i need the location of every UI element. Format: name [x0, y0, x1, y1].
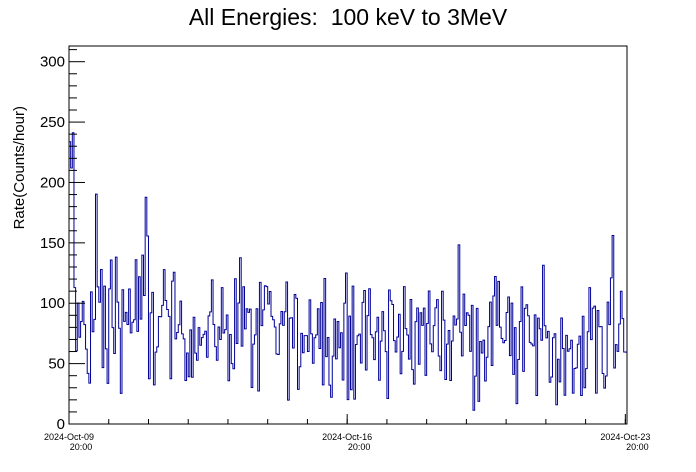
- x-tick-label-time: 20:00: [626, 442, 649, 452]
- y-tick-label: 250: [40, 114, 65, 131]
- x-tick-label-date: 2024-Oct-09: [44, 432, 94, 442]
- rate-series-line: [68, 132, 628, 424]
- plot-frame: [68, 45, 628, 425]
- x-tick-label-date: 2024-Oct-23: [600, 432, 650, 442]
- y-tick-label: 0: [57, 416, 65, 433]
- x-tick-label-date: 2024-Oct-16: [322, 432, 372, 442]
- y-axis-title: Rate(Counts/hour): [11, 106, 28, 229]
- chart-title: All Energies: 100 keV to 3MeV: [188, 4, 508, 30]
- x-tick-label-time: 20:00: [348, 442, 371, 452]
- y-tick-label: 150: [40, 235, 65, 252]
- y-tick-label: 300: [40, 54, 65, 71]
- y-axis: 0 50 100 150 200 250 300: [40, 49, 85, 433]
- histogram-bars: [68, 132, 628, 424]
- x-tick-label-time: 20:00: [70, 442, 93, 452]
- y-tick-label: 50: [48, 356, 65, 373]
- x-axis: 2024-Oct-0920:002024-Oct-1620:002024-Oct…: [44, 414, 650, 452]
- y-tick-label: 100: [40, 295, 65, 312]
- y-tick-label: 200: [40, 174, 65, 191]
